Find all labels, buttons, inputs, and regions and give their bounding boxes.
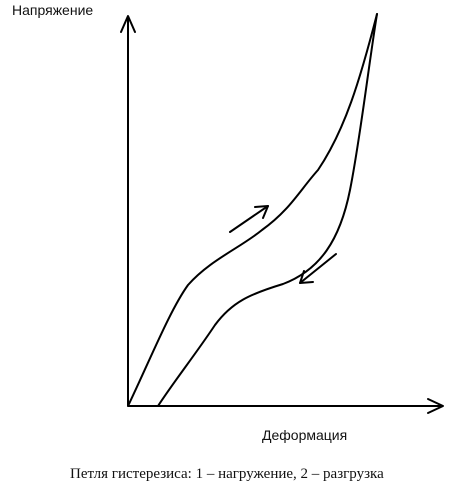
x-axis-label: Деформация [262,427,347,443]
y-axis-arrowhead [120,15,136,33]
unloading-arrow-head [299,270,314,284]
unloading-curve [157,13,378,407]
loading-arrow-head [254,205,269,219]
figure-caption: Петля гистерезиса: 1 – нагружение, 2 – р… [70,466,384,482]
x-axis-arrowhead [427,398,444,414]
y-axis [120,15,136,406]
y-axis-label: Напряжение [12,2,93,18]
loading-curve [127,13,378,407]
unloading-direction-arrow [299,253,337,284]
x-axis [128,398,444,414]
loading-direction-arrow [229,205,269,233]
loading-arrow-shaft [229,205,269,233]
unloading-arrow-shaft [299,253,337,284]
